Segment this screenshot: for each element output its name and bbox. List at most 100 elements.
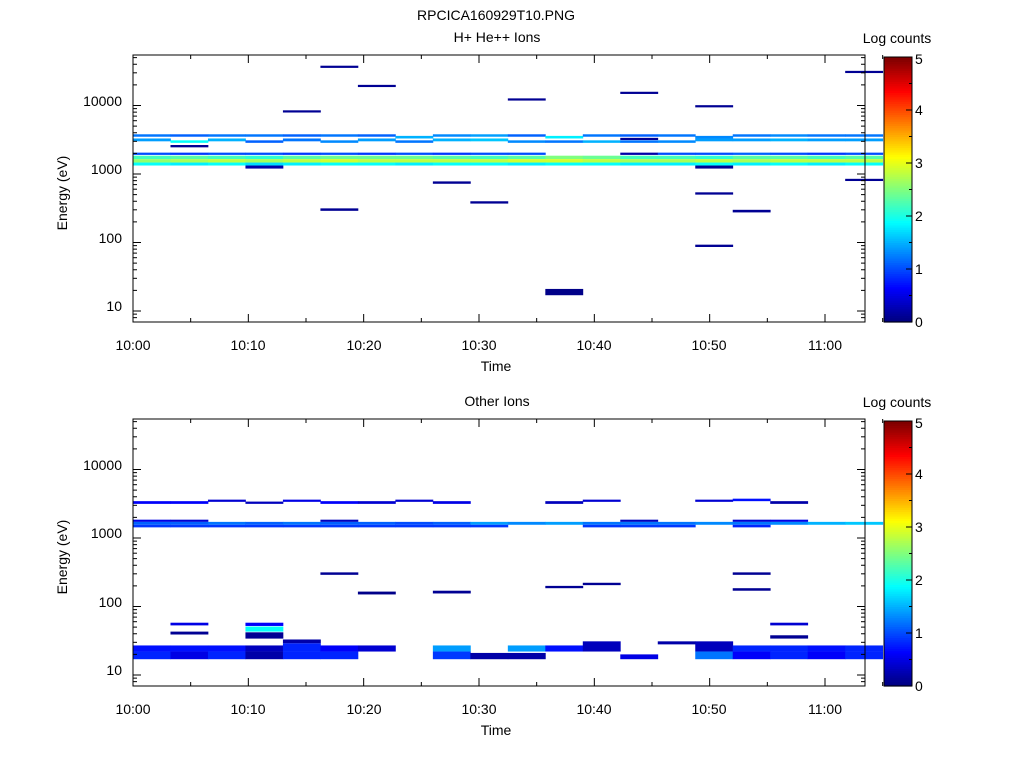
heatmap-cell xyxy=(732,159,771,163)
heatmap-cell xyxy=(282,524,321,528)
heatmap-cell xyxy=(657,134,696,137)
colorbar-segment xyxy=(884,619,912,623)
colorbar-segment xyxy=(884,511,912,515)
colorbar-segment xyxy=(884,617,912,621)
heatmap-cell xyxy=(432,155,471,160)
panel-top-colorbar-tick-label: 2 xyxy=(915,208,923,224)
colorbar-segment xyxy=(884,624,912,627)
colorbar-segment xyxy=(884,646,912,650)
panel-top-x-axis-label: Time xyxy=(481,358,512,374)
heatmap-cell xyxy=(357,134,396,137)
heatmap-cell xyxy=(432,138,471,142)
heatmap-cell xyxy=(133,651,171,660)
colorbar-segment xyxy=(884,557,912,561)
panel-top-y-tick-label: 10 xyxy=(106,298,122,314)
colorbar-segment xyxy=(884,167,912,171)
heatmap-cell xyxy=(545,140,584,143)
colorbar-segment xyxy=(884,566,912,570)
heatmap-cell xyxy=(770,521,809,525)
heatmap-cell xyxy=(133,155,171,160)
colorbar-segment xyxy=(884,231,912,235)
colorbar-segment xyxy=(884,220,912,224)
colorbar-segment xyxy=(884,564,912,568)
heatmap-cell xyxy=(695,138,734,142)
heatmap-cell xyxy=(320,155,359,160)
colorbar-segment xyxy=(884,679,912,683)
heatmap-cell xyxy=(657,524,696,528)
heatmap-cell xyxy=(507,155,546,160)
heatmap-cell xyxy=(170,519,209,522)
heatmap-cell xyxy=(207,524,246,528)
colorbar-segment xyxy=(884,222,912,226)
heatmap-cell xyxy=(470,159,509,163)
heatmap-cell xyxy=(620,519,659,522)
heatmap-cell xyxy=(770,622,809,626)
heatmap-cell xyxy=(620,140,659,143)
colorbar-segment xyxy=(884,158,912,162)
heatmap-cell xyxy=(620,162,659,166)
heatmap-cell xyxy=(170,501,209,504)
colorbar-segment xyxy=(884,127,912,131)
heatmap-cell xyxy=(432,651,471,660)
panel-bottom-colorbar-frame xyxy=(883,420,913,687)
heatmap-cell xyxy=(545,135,584,139)
colorbar-segment xyxy=(884,129,912,133)
heatmap-cell xyxy=(582,159,621,163)
colorbar-segment xyxy=(884,277,912,281)
panel-top-x-tick-label: 11:00 xyxy=(808,337,842,353)
panel-top-colorbar-tick-label: 1 xyxy=(915,261,923,277)
panel-top-x-tick-label: 10:40 xyxy=(576,337,611,353)
colorbar-segment xyxy=(884,257,912,261)
colorbar-segment xyxy=(884,116,912,120)
colorbar-segment xyxy=(884,165,912,169)
panel-top-x-tick-label: 10:30 xyxy=(461,337,496,353)
colorbar-segment xyxy=(884,630,912,634)
heatmap-cell xyxy=(245,524,284,528)
colorbar-segment xyxy=(884,121,912,124)
heatmap-cell xyxy=(320,501,359,504)
heatmap-cell xyxy=(845,178,884,182)
colorbar-segment xyxy=(884,260,912,263)
heatmap-cell xyxy=(545,585,584,589)
heatmap-cell xyxy=(282,159,321,163)
colorbar-segment xyxy=(884,200,912,204)
heatmap-cell xyxy=(357,645,396,652)
heatmap-cell xyxy=(432,152,471,155)
heatmap-cell xyxy=(320,134,359,137)
colorbar-segment xyxy=(884,595,912,599)
heatmap-cell xyxy=(507,645,546,652)
heatmap-cell xyxy=(582,582,621,586)
colorbar-segment xyxy=(884,460,912,464)
heatmap-cell xyxy=(470,652,509,660)
heatmap-cell xyxy=(320,519,359,522)
heatmap-cell xyxy=(620,521,659,525)
colorbar-segment xyxy=(884,185,912,188)
colorbar-segment xyxy=(884,191,912,195)
heatmap-cell xyxy=(507,521,546,525)
heatmap-cell xyxy=(507,162,546,166)
heatmap-cell xyxy=(245,622,284,626)
colorbar-segment xyxy=(884,482,912,486)
colorbar-segment xyxy=(884,443,912,446)
colorbar-segment xyxy=(884,140,912,144)
heatmap-cell xyxy=(357,524,396,528)
colorbar-segment xyxy=(884,489,912,493)
colorbar-segment xyxy=(884,553,912,557)
heatmap-cell xyxy=(320,208,359,211)
heatmap-cell xyxy=(732,588,771,591)
heatmap-cell xyxy=(732,152,771,155)
colorbar-segment xyxy=(884,434,912,438)
heatmap-cell xyxy=(545,288,584,296)
colorbar-segment xyxy=(884,284,912,288)
heatmap-cell xyxy=(695,521,734,525)
colorbar-segment xyxy=(884,655,912,658)
heatmap-cell xyxy=(545,501,584,504)
colorbar-segment xyxy=(884,174,912,177)
colorbar-segment xyxy=(884,125,912,129)
figure-title: RPCICA160929T10.PNG xyxy=(417,7,575,23)
heatmap-cell xyxy=(695,105,734,108)
colorbar-segment xyxy=(884,229,912,233)
colorbar-segment xyxy=(884,306,912,310)
colorbar-segment xyxy=(884,670,912,674)
colorbar-segment xyxy=(884,615,912,619)
